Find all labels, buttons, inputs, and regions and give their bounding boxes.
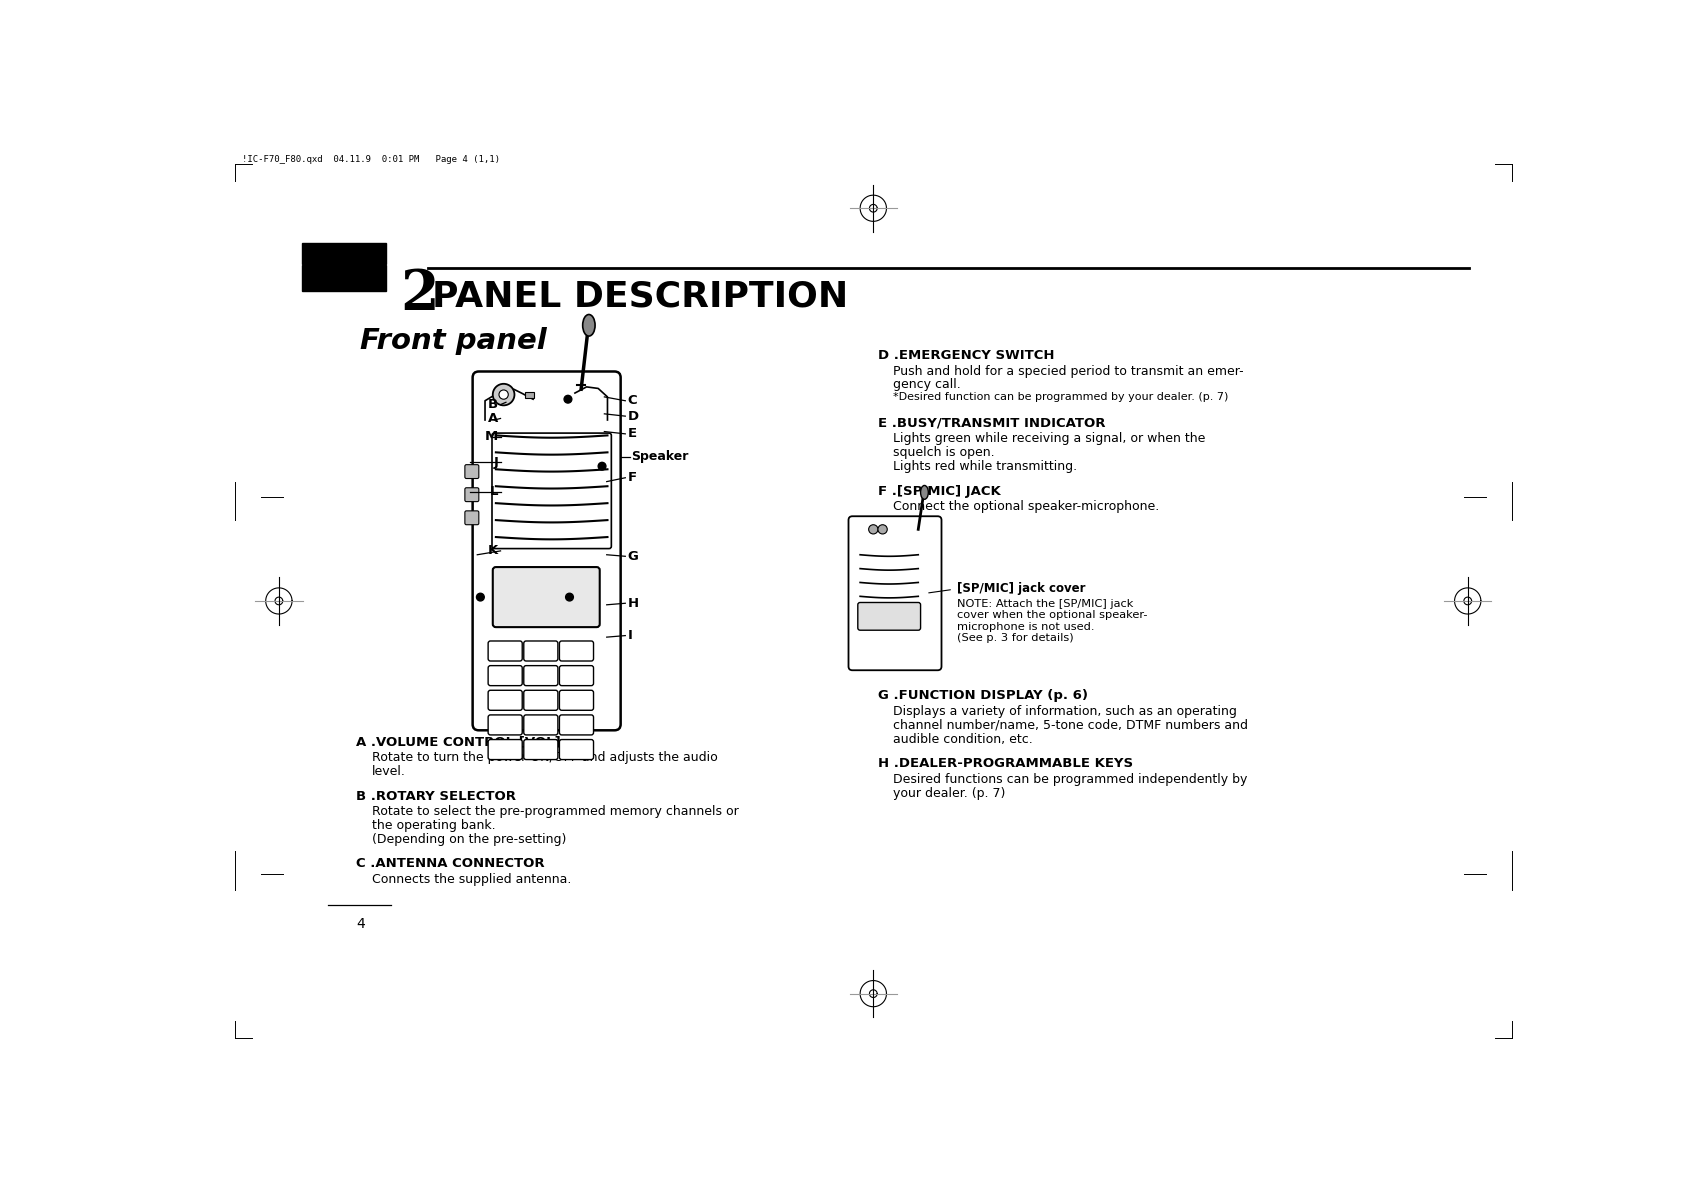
Text: your dealer. (p. 7): your dealer. (p. 7) (893, 787, 1005, 800)
Circle shape (878, 525, 888, 534)
Text: Connects the supplied antenna.: Connects the supplied antenna. (371, 872, 571, 885)
Circle shape (566, 594, 573, 601)
FancyBboxPatch shape (559, 739, 593, 759)
Text: H: H (627, 596, 639, 609)
Circle shape (492, 384, 515, 406)
Ellipse shape (583, 314, 595, 336)
Ellipse shape (920, 486, 929, 500)
Text: Desired functions can be programmed independently by: Desired functions can be programmed inde… (893, 772, 1247, 785)
Text: K: K (487, 544, 498, 557)
Text: the operating bank.: the operating bank. (371, 819, 496, 832)
Text: channel number/name, 5-tone code, DTMF numbers and: channel number/name, 5-tone code, DTMF n… (893, 719, 1249, 732)
Text: H .DEALER-PROGRAMMABLE KEYS: H .DEALER-PROGRAMMABLE KEYS (878, 757, 1133, 770)
Text: B: B (487, 399, 498, 411)
Text: C .ANTENNA CONNECTOR: C .ANTENNA CONNECTOR (356, 857, 545, 870)
Text: I: I (627, 630, 632, 643)
Text: [SP/MIC] jack cover: [SP/MIC] jack cover (958, 582, 1085, 595)
FancyBboxPatch shape (857, 602, 920, 631)
Text: F: F (627, 471, 637, 484)
Text: J: J (494, 456, 498, 469)
Text: Speaker: Speaker (632, 451, 688, 463)
Text: NOTE: Attach the [SP/MIC] jack: NOTE: Attach the [SP/MIC] jack (958, 599, 1133, 608)
FancyBboxPatch shape (523, 665, 557, 685)
Text: C: C (627, 394, 637, 407)
FancyBboxPatch shape (523, 739, 557, 759)
Text: cover when the optional speaker-: cover when the optional speaker- (958, 610, 1147, 620)
Text: 4: 4 (356, 917, 365, 932)
FancyBboxPatch shape (559, 715, 593, 735)
Text: E: E (627, 427, 637, 440)
Text: audible condition, etc.: audible condition, etc. (893, 733, 1033, 746)
Circle shape (477, 594, 484, 601)
Text: G: G (627, 550, 639, 563)
FancyBboxPatch shape (559, 665, 593, 685)
Text: Lights green while receiving a signal, or when the: Lights green while receiving a signal, o… (893, 432, 1206, 445)
FancyBboxPatch shape (559, 641, 593, 660)
Text: M: M (486, 431, 498, 444)
Text: microphone is not used.: microphone is not used. (958, 621, 1094, 632)
Circle shape (499, 390, 508, 399)
Text: (Depending on the pre-setting): (Depending on the pre-setting) (371, 833, 566, 846)
Bar (302, 243, 385, 264)
Text: Displays a variety of information, such as an operating: Displays a variety of information, such … (893, 704, 1237, 718)
Bar (302, 265, 385, 292)
FancyBboxPatch shape (849, 516, 942, 670)
Text: A .VOLUME CONTROL [VOL]: A .VOLUME CONTROL [VOL] (356, 735, 561, 749)
FancyBboxPatch shape (523, 715, 557, 735)
Circle shape (869, 525, 878, 534)
FancyBboxPatch shape (465, 488, 479, 502)
FancyBboxPatch shape (487, 641, 521, 660)
Bar (525, 392, 533, 397)
Text: B .ROTARY SELECTOR: B .ROTARY SELECTOR (356, 790, 516, 802)
FancyBboxPatch shape (487, 665, 521, 685)
Text: F .[SP/MIC] JACK: F .[SP/MIC] JACK (878, 484, 1000, 497)
Text: (See p. 3 for details): (See p. 3 for details) (958, 633, 1074, 644)
FancyBboxPatch shape (465, 464, 479, 478)
Text: Rotate to select the pre-programmed memory channels or: Rotate to select the pre-programmed memo… (371, 804, 738, 818)
Text: Push and hold for a specied period to transmit an emer-: Push and hold for a specied period to tr… (893, 364, 1244, 377)
Text: squelch is open.: squelch is open. (893, 446, 995, 459)
Text: !IC-F70_F80.qxd  04.11.9  0:01 PM   Page 4 (1,1): !IC-F70_F80.qxd 04.11.9 0:01 PM Page 4 (… (242, 155, 501, 164)
Text: D: D (627, 409, 639, 422)
Text: Rotate to turn the power ON/OFF and adjusts the audio: Rotate to turn the power ON/OFF and adju… (371, 751, 717, 764)
FancyBboxPatch shape (492, 568, 600, 627)
Text: A: A (487, 412, 498, 425)
Text: *Desired function can be programmed by your dealer. (p. 7): *Desired function can be programmed by y… (893, 393, 1229, 402)
Text: G .FUNCTION DISPLAY (p. 6): G .FUNCTION DISPLAY (p. 6) (878, 689, 1087, 702)
Text: level.: level. (371, 765, 406, 778)
FancyBboxPatch shape (487, 690, 521, 710)
FancyBboxPatch shape (523, 690, 557, 710)
Text: Front panel: Front panel (360, 327, 547, 356)
FancyBboxPatch shape (487, 739, 521, 759)
FancyBboxPatch shape (465, 511, 479, 525)
Text: Connect the optional speaker-microphone.: Connect the optional speaker-microphone. (893, 500, 1160, 513)
FancyBboxPatch shape (559, 690, 593, 710)
Text: gency call.: gency call. (893, 378, 961, 392)
FancyBboxPatch shape (523, 641, 557, 660)
Text: 2: 2 (400, 267, 440, 322)
FancyBboxPatch shape (487, 715, 521, 735)
Text: D .EMERGENCY SWITCH: D .EMERGENCY SWITCH (878, 349, 1055, 362)
Circle shape (598, 463, 607, 470)
Circle shape (564, 395, 573, 403)
Text: PANEL DESCRIPTION: PANEL DESCRIPTION (431, 280, 849, 314)
Text: L: L (489, 486, 498, 499)
Text: Lights red while transmitting.: Lights red while transmitting. (893, 461, 1077, 474)
FancyBboxPatch shape (472, 371, 620, 731)
Text: E .BUSY/TRANSMIT INDICATOR: E .BUSY/TRANSMIT INDICATOR (878, 416, 1106, 430)
